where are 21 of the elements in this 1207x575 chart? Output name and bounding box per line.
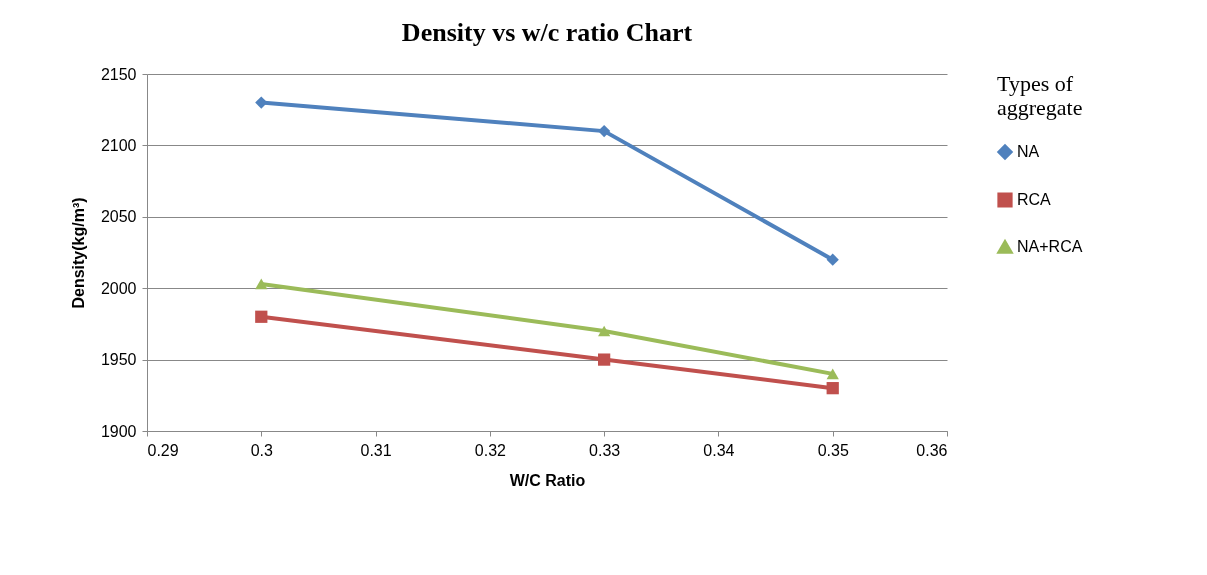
y-axis-title: Density(kg/m³) [69,197,87,309]
legend-label: NA [1017,143,1040,160]
legend-label: RCA [1017,191,1052,208]
x-tick-label: 0.32 [474,441,507,459]
legend-title: Types of aggregate [997,71,1083,120]
y-tick-label: 1900 [100,422,137,440]
legend-label: NA+RCA [1017,238,1083,255]
y-tick-label: 2150 [100,65,137,83]
x-tick-label: 0.35 [817,441,849,459]
y-tick-label: 2050 [100,208,137,226]
x-tick-label: 0.29 [147,441,179,459]
y-tick-label: 2000 [100,279,137,297]
x-tick-label: 0.31 [360,441,392,459]
chart-title: Density vs w/c ratio Chart [401,18,693,47]
x-tick-label: 0.3 [250,441,273,459]
x-tick-label: 0.36 [916,441,948,459]
y-tick-label: 1950 [100,351,137,369]
x-tick-label: 0.33 [589,441,621,459]
y-tick-label: 2100 [100,136,137,154]
x-tick-label: 0.34 [703,441,735,459]
x-axis-title: W/C Ratio [509,471,586,489]
